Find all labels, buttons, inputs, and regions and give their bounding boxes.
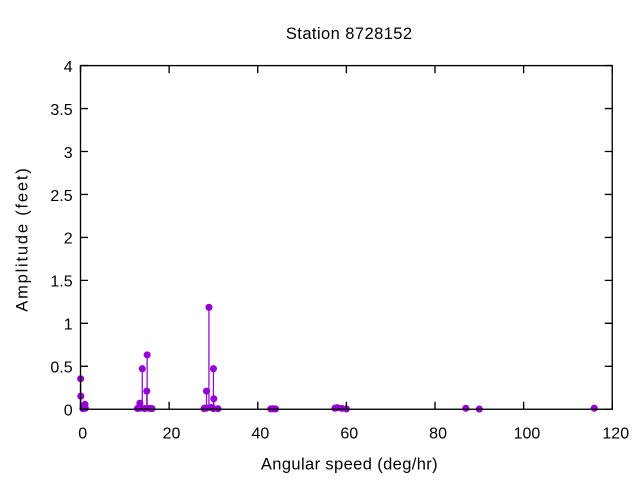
svg-text:Angular speed (deg/hr): Angular speed (deg/hr) xyxy=(261,455,438,473)
svg-text:80: 80 xyxy=(429,425,447,442)
svg-text:Station 8728152: Station 8728152 xyxy=(286,25,413,43)
svg-text:20: 20 xyxy=(163,425,181,442)
svg-text:60: 60 xyxy=(340,425,358,442)
svg-text:0: 0 xyxy=(78,425,87,442)
svg-text:2: 2 xyxy=(64,231,73,248)
svg-text:40: 40 xyxy=(251,425,269,442)
svg-text:1: 1 xyxy=(64,317,73,334)
svg-text:3.5: 3.5 xyxy=(50,102,72,119)
svg-text:0: 0 xyxy=(64,403,73,420)
svg-text:0.5: 0.5 xyxy=(50,360,72,377)
svg-text:4: 4 xyxy=(64,59,73,76)
svg-text:3: 3 xyxy=(64,145,73,162)
svg-text:120: 120 xyxy=(602,425,629,442)
svg-text:100: 100 xyxy=(514,425,541,442)
svg-text:Amplitude (feet): Amplitude (feet) xyxy=(13,166,31,311)
svg-text:1.5: 1.5 xyxy=(50,274,72,291)
svg-text:2.5: 2.5 xyxy=(50,188,72,205)
